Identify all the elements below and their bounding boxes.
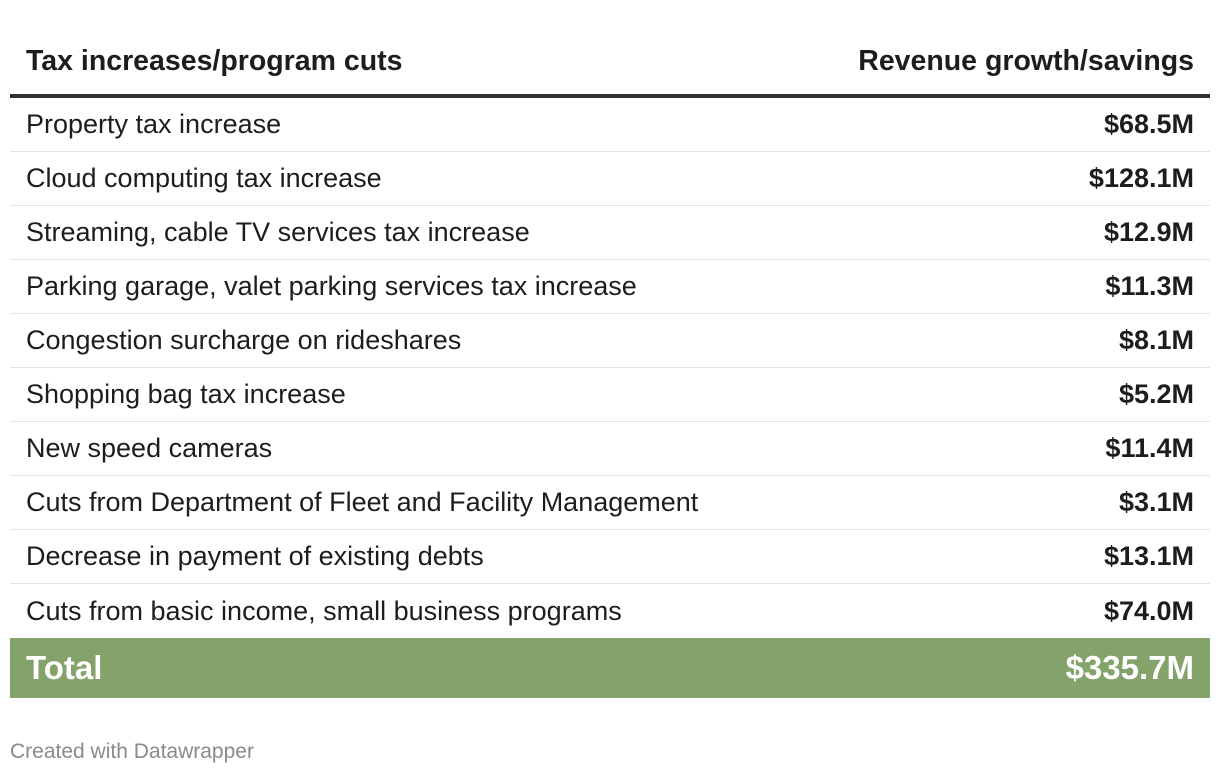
row-value: $8.1M	[1118, 325, 1194, 355]
data-table: Tax increases/program cuts Revenue growt…	[10, 28, 1210, 698]
table-row: Property tax increase $68.5M	[10, 98, 1210, 152]
table-row: Cuts from Department of Fleet and Facili…	[10, 476, 1210, 530]
total-label: Total	[26, 649, 103, 686]
row-value: $74.0M	[1103, 595, 1194, 626]
table-row: Parking garage, valet parking services t…	[10, 260, 1210, 314]
row-label: Property tax increase	[26, 109, 282, 139]
row-value: $12.9M	[1103, 217, 1194, 247]
row-value: $5.2M	[1118, 379, 1194, 409]
row-label: New speed cameras	[26, 433, 273, 463]
row-label: Decrease in payment of existing debts	[26, 541, 484, 571]
total-value: $335.7M	[1065, 649, 1194, 686]
table-row: Decrease in payment of existing debts $13…	[10, 530, 1210, 584]
row-value: $3.1M	[1118, 487, 1194, 517]
row-label: Cloud computing tax increase	[26, 163, 382, 193]
row-value: $11.3M	[1105, 271, 1194, 301]
row-value: $128.1M	[1088, 163, 1194, 193]
column-header-amounts: Revenue growth/savings	[858, 44, 1194, 77]
row-label: Cuts from Department of Fleet and Facili…	[26, 487, 699, 517]
row-value: $13.1M	[1103, 541, 1194, 571]
table-body: Property tax increase $68.5M Cloud computi…	[10, 98, 1210, 638]
row-label: Congestion surcharge on rideshares	[26, 325, 462, 355]
row-label: Streaming, cable TV services tax increas…	[26, 217, 530, 247]
table-row: Streaming, cable TV services tax increas…	[10, 206, 1210, 260]
table-row: Cloud computing tax increase $128.1M	[10, 152, 1210, 206]
table-row: New speed cameras $11.4M	[10, 422, 1210, 476]
row-label: Parking garage, valet parking services t…	[26, 271, 637, 301]
row-label: Cuts from basic income, small business p…	[26, 595, 622, 626]
total-row: Total $335.7M	[10, 638, 1210, 698]
table-row: Congestion surcharge on rideshares $8.1M	[10, 314, 1210, 368]
row-value: $11.4M	[1105, 433, 1194, 463]
datawrapper-credit: Created with Datawrapper	[10, 740, 254, 763]
table-row: Shopping bag tax increase $5.2M	[10, 368, 1210, 422]
table-header: Tax increases/program cuts Revenue growt…	[10, 28, 1210, 98]
row-label: Shopping bag tax increase	[26, 379, 346, 409]
table-row: Cuts from basic income, small business p…	[10, 584, 1210, 638]
row-value: $68.5M	[1103, 109, 1194, 139]
column-header-items: Tax increases/program cuts	[26, 44, 403, 77]
